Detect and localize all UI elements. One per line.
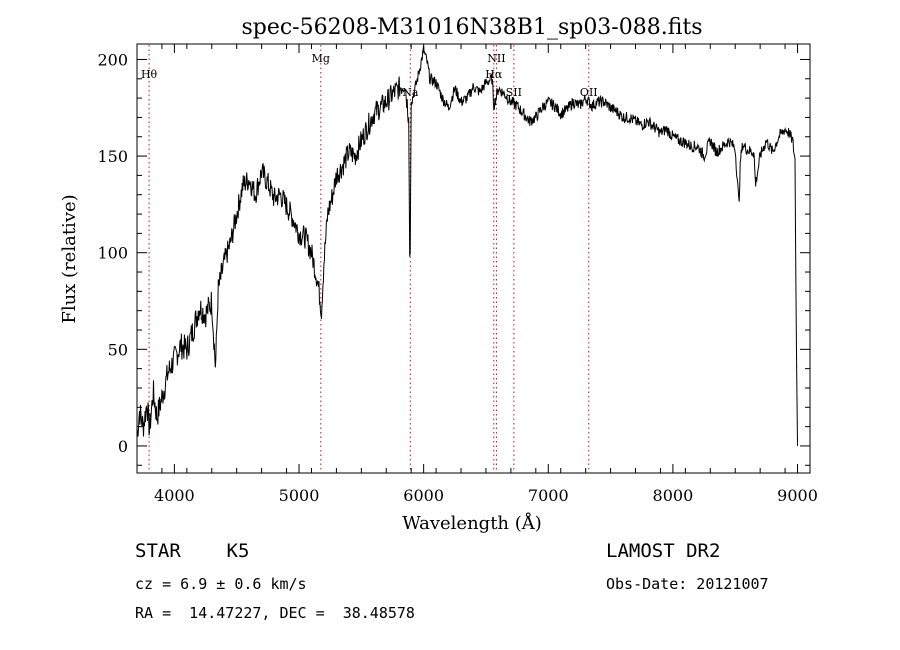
x-tick-label: 8000: [653, 486, 694, 505]
y-tick-label: 50: [108, 340, 128, 359]
chart-title: spec-56208-M31016N38B1_sp03-088.fits: [241, 15, 702, 40]
marker-label: Hα: [485, 68, 503, 81]
x-tick-label: 9000: [777, 486, 818, 505]
marker-label: NII: [487, 52, 505, 65]
x-tick-label: 5000: [279, 486, 320, 505]
redshift-label: cz = 6.9 ± 0.6 km/s: [135, 575, 307, 593]
y-tick-label: 200: [97, 50, 128, 69]
survey-label: LAMOST DR2: [606, 540, 721, 562]
plot-frame: [136, 43, 811, 474]
y-tick-label: 0: [118, 437, 128, 456]
marker-label: Hθ: [141, 68, 158, 81]
x-tick-label: 6000: [403, 486, 444, 505]
x-tick-label: 7000: [528, 486, 569, 505]
y-axis-label: Flux (relative): [59, 194, 80, 323]
axis-ticks: 4000 5000 6000 7000 8000 9000 0 50 100 150 200: [97, 44, 818, 505]
x-axis-label: Wavelength (Å): [402, 512, 542, 534]
classification-label: STAR K5: [135, 540, 250, 562]
marker-label: SII: [506, 86, 522, 99]
y-tick-label: 100: [97, 244, 128, 263]
marker-label: Mg: [312, 52, 330, 65]
spectrum-line: [136, 45, 798, 446]
y-tick-label: 150: [97, 147, 128, 166]
x-tick-label: 4000: [154, 486, 195, 505]
obs-date-label: Obs-Date: 20121007: [606, 575, 769, 593]
marker-label: Na: [402, 86, 419, 99]
coordinates-label: RA = 14.47227, DEC = 38.48578: [135, 604, 415, 622]
